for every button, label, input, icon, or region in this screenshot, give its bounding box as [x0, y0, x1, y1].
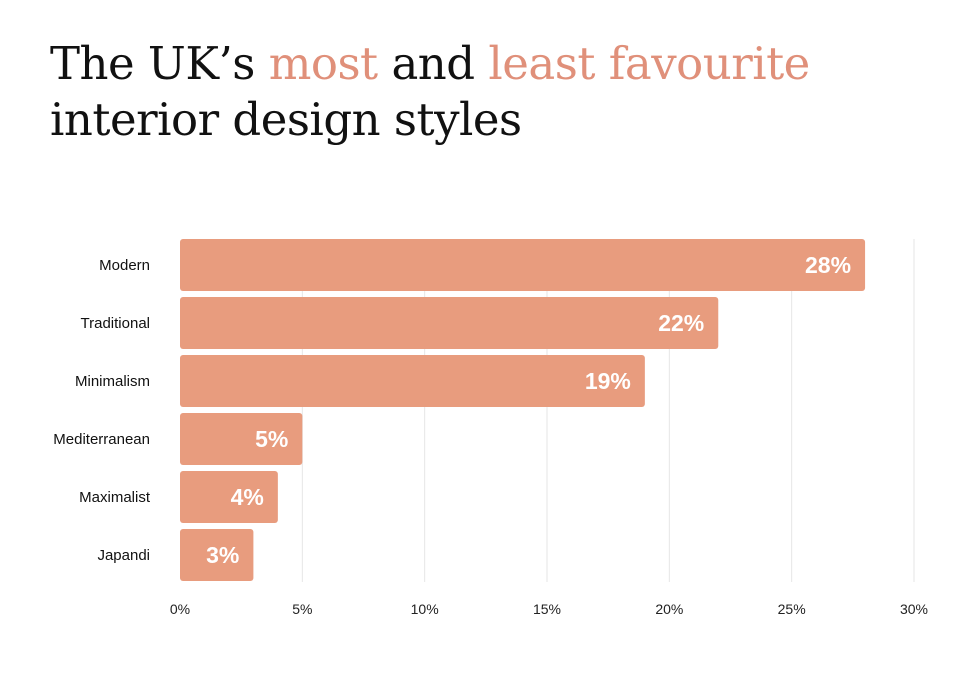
category-label: Modern: [99, 257, 150, 274]
chart-title: The UK’s most and least favourite interio…: [50, 36, 950, 148]
data-label: 4%: [231, 484, 264, 510]
bar: [180, 413, 303, 465]
bar: [180, 297, 719, 349]
x-tick-label: 25%: [778, 601, 806, 617]
category-label: Maximalist: [79, 489, 151, 506]
data-label: 22%: [658, 310, 704, 336]
x-tick-label: 15%: [533, 601, 561, 617]
bar: [180, 239, 866, 291]
data-label: 19%: [585, 368, 631, 394]
bar: [180, 471, 278, 523]
title-accent-least-favourite: least favourite: [488, 37, 810, 90]
category-label: Minimalism: [75, 373, 150, 390]
title-part-5: interior design styles: [50, 93, 522, 146]
data-label: 28%: [805, 252, 851, 278]
x-tick-label: 30%: [900, 601, 928, 617]
category-label: Japandi: [97, 547, 150, 564]
data-label: 3%: [206, 542, 239, 568]
title-part-1: The UK’s: [50, 37, 269, 90]
x-tick-label: 5%: [292, 601, 312, 617]
title-part-3: and: [377, 37, 489, 90]
category-label: Mediterranean: [53, 431, 150, 448]
x-tick-label: 10%: [411, 601, 439, 617]
x-tick-label: 0%: [170, 601, 190, 617]
title-accent-most: most: [268, 37, 378, 90]
x-tick-label: 20%: [655, 601, 683, 617]
category-label: Traditional: [81, 315, 150, 332]
data-label: 5%: [255, 426, 288, 452]
bar: [180, 529, 254, 581]
bar: [180, 355, 645, 407]
